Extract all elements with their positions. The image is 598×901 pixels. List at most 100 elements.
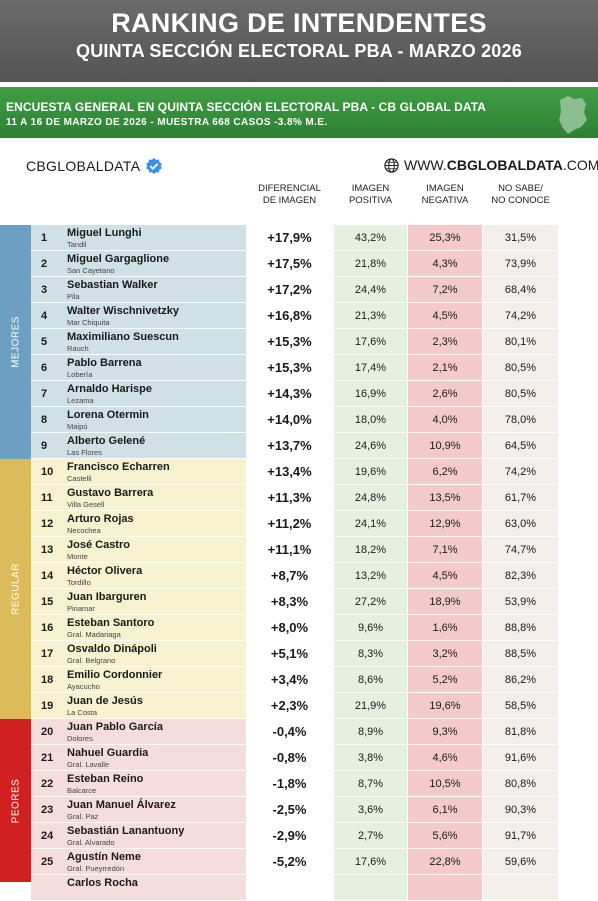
no-sabe-value: 31,5% bbox=[483, 225, 558, 251]
survey-info-bar: ENCUESTA GENERAL EN QUINTA SECCIÓN ELECT… bbox=[0, 87, 598, 138]
no-sabe-value: 63,0% bbox=[483, 511, 558, 537]
positive-image: 24,1% bbox=[334, 511, 407, 537]
negative-image: 22,8% bbox=[408, 849, 482, 875]
row-name-cell: 23 Juan Manuel Álvarez Gral. Paz bbox=[31, 797, 246, 823]
mayor-name: Miguel Lunghi bbox=[67, 227, 142, 239]
no-sabe-value: 80,1% bbox=[483, 329, 558, 355]
no-sabe-value: 80,8% bbox=[483, 771, 558, 797]
table-row: 6 Pablo Barrena Lobería +15,3% 17,4% 2,1% 80,5… bbox=[31, 355, 558, 381]
row-name-cell: 4 Walter Wischnivetzky Mar Chiquita bbox=[31, 303, 246, 329]
mayor-name: Francisco Echarren bbox=[67, 461, 170, 473]
image-differential: +13,4% bbox=[267, 464, 312, 479]
row-name-cell: 12 Arturo Rojas Necochea bbox=[31, 511, 246, 537]
column-header-line: DIFERENCIAL bbox=[258, 183, 321, 194]
negative-image: 5,6% bbox=[408, 823, 482, 849]
image-differential bbox=[246, 875, 333, 901]
row-divider bbox=[31, 536, 558, 537]
negative-image: 2,3% bbox=[408, 329, 482, 355]
mayor-name: Héctor Olivera bbox=[67, 565, 143, 577]
row-name-cell: 7 Arnaldo Harispe Lezama bbox=[31, 381, 246, 407]
column-header-positiva: IMAGEN POSITIVA bbox=[334, 183, 407, 207]
table-row: 23 Juan Manuel Álvarez Gral. Paz -2,5% 3,6% 6… bbox=[31, 797, 558, 823]
verified-badge-icon bbox=[146, 157, 163, 175]
image-differential: -0,8% bbox=[272, 750, 307, 765]
no-sabe-value: 91,7% bbox=[483, 823, 558, 849]
column-header-line: DE IMAGEN bbox=[262, 195, 317, 206]
negative-image: 6,2% bbox=[408, 459, 482, 485]
positive-image: 8,9% bbox=[334, 719, 407, 745]
rank-number: 2 bbox=[41, 258, 48, 270]
rank-number: 25 bbox=[41, 856, 54, 868]
row-divider bbox=[31, 770, 558, 771]
image-differential: +11,2% bbox=[267, 516, 312, 531]
positive-image: 13,2% bbox=[334, 563, 407, 589]
table-row: 9 Alberto Gelené Las Flores +13,7% 24,6% 10,9… bbox=[31, 433, 558, 459]
mayor-name: Arturo Rojas bbox=[67, 513, 134, 525]
municipality-name: Monte bbox=[67, 552, 88, 561]
rank-number: 15 bbox=[41, 596, 54, 608]
group-label-mejores: MEJORES bbox=[0, 225, 31, 459]
column-header-nosabe: NO SABE/ NO CONOCE bbox=[483, 183, 558, 207]
table-row: 4 Walter Wischnivetzky Mar Chiquita +16,8% 2… bbox=[31, 303, 558, 329]
row-divider bbox=[31, 848, 558, 849]
image-differential: +16,8% bbox=[267, 308, 312, 323]
no-sabe-value bbox=[483, 875, 558, 901]
negative-image: 7,1% bbox=[408, 537, 482, 563]
mayor-name: Lorena Otermin bbox=[67, 409, 149, 421]
row-divider bbox=[31, 250, 558, 251]
no-sabe-value: 59,6% bbox=[483, 849, 558, 875]
row-name-cell: 17 Osvaldo Dinápoli Gral. Belgrano bbox=[31, 641, 246, 667]
table-row: 7 Arnaldo Harispe Lezama +14,3% 16,9% 2,6% 80,… bbox=[31, 381, 558, 407]
no-sabe-value: 90,3% bbox=[483, 797, 558, 823]
positive-image: 43,2% bbox=[334, 225, 407, 251]
rank-number: 18 bbox=[41, 674, 54, 686]
table-row: 2 Miguel Gargaglione San Cayetano +17,5% 21,… bbox=[31, 251, 558, 277]
municipality-name: Gral. Belgrano bbox=[67, 656, 116, 665]
table-row: 15 Juan Ibarguren Pinamar +8,3% 27,2% 18,9% 53… bbox=[31, 589, 558, 615]
negative-image: 25,3% bbox=[408, 225, 482, 251]
table-row: 24 Sebastián Lanantuony Gral. Alvarado -2,9… bbox=[31, 823, 558, 849]
municipality-name: Ayacucho bbox=[67, 682, 100, 691]
rank-number: 9 bbox=[41, 440, 48, 452]
table-row: 22 Esteban Reino Balcarce -1,8% 8,7% 10,5% 80,… bbox=[31, 771, 558, 797]
survey-description: ENCUESTA GENERAL EN QUINTA SECCIÓN ELECT… bbox=[6, 100, 487, 114]
image-differential: +8,3% bbox=[270, 594, 309, 609]
negative-image: 12,9% bbox=[408, 511, 482, 537]
table-row: 1 Miguel Lunghi Tandil +17,9% 43,2% 25,3% 31,5… bbox=[31, 225, 558, 251]
positive-image: 27,2% bbox=[334, 589, 407, 615]
group-label-text: PEORES bbox=[10, 778, 21, 823]
website-link[interactable]: WWW. CBGLOBALDATA .COM bbox=[384, 157, 598, 173]
municipality-name: Gral. Paz bbox=[67, 812, 99, 821]
image-differential: +8,7% bbox=[270, 568, 309, 583]
negative-image: 2,1% bbox=[408, 355, 482, 381]
no-sabe-value: 74,2% bbox=[483, 459, 558, 485]
row-name-cell: 9 Alberto Gelené Las Flores bbox=[31, 433, 246, 459]
row-divider bbox=[31, 510, 558, 511]
municipality-name: Lezama bbox=[67, 396, 94, 405]
negative-image: 4,3% bbox=[408, 251, 482, 277]
mayor-name: Sebastian Walker bbox=[67, 279, 158, 291]
rank-number: 8 bbox=[41, 414, 48, 426]
positive-image: 19,6% bbox=[334, 459, 407, 485]
no-sabe-value: 80,5% bbox=[483, 381, 558, 407]
image-differential: +11,1% bbox=[267, 542, 312, 557]
row-name-cell: 15 Juan Ibarguren Pinamar bbox=[31, 589, 246, 615]
image-differential: -2,5% bbox=[272, 802, 307, 817]
no-sabe-value: 68,4% bbox=[483, 277, 558, 303]
mayor-name: Juan Ibarguren bbox=[67, 591, 147, 603]
image-differential: +8,0% bbox=[270, 620, 309, 635]
row-divider bbox=[31, 874, 558, 875]
municipality-name: Necochea bbox=[67, 526, 101, 535]
mayor-name: Arnaldo Harispe bbox=[67, 383, 152, 395]
row-name-cell: 20 Juan Pablo García Dolores bbox=[31, 719, 246, 745]
row-divider bbox=[31, 744, 558, 745]
municipality-name: Gral. Madariaga bbox=[67, 630, 121, 639]
table-row: 10 Francisco Echarren Castelli +13,4% 19,6% 6… bbox=[31, 459, 558, 485]
no-sabe-value: 78,0% bbox=[483, 407, 558, 433]
rank-number: 22 bbox=[41, 778, 54, 790]
no-sabe-value: 74,7% bbox=[483, 537, 558, 563]
negative-image: 7,2% bbox=[408, 277, 482, 303]
row-name-cell: 19 Juan de Jesús La Costa bbox=[31, 693, 246, 719]
positive-image: 2,7% bbox=[334, 823, 407, 849]
municipality-name: Gral. Pueyrredón bbox=[67, 864, 125, 873]
